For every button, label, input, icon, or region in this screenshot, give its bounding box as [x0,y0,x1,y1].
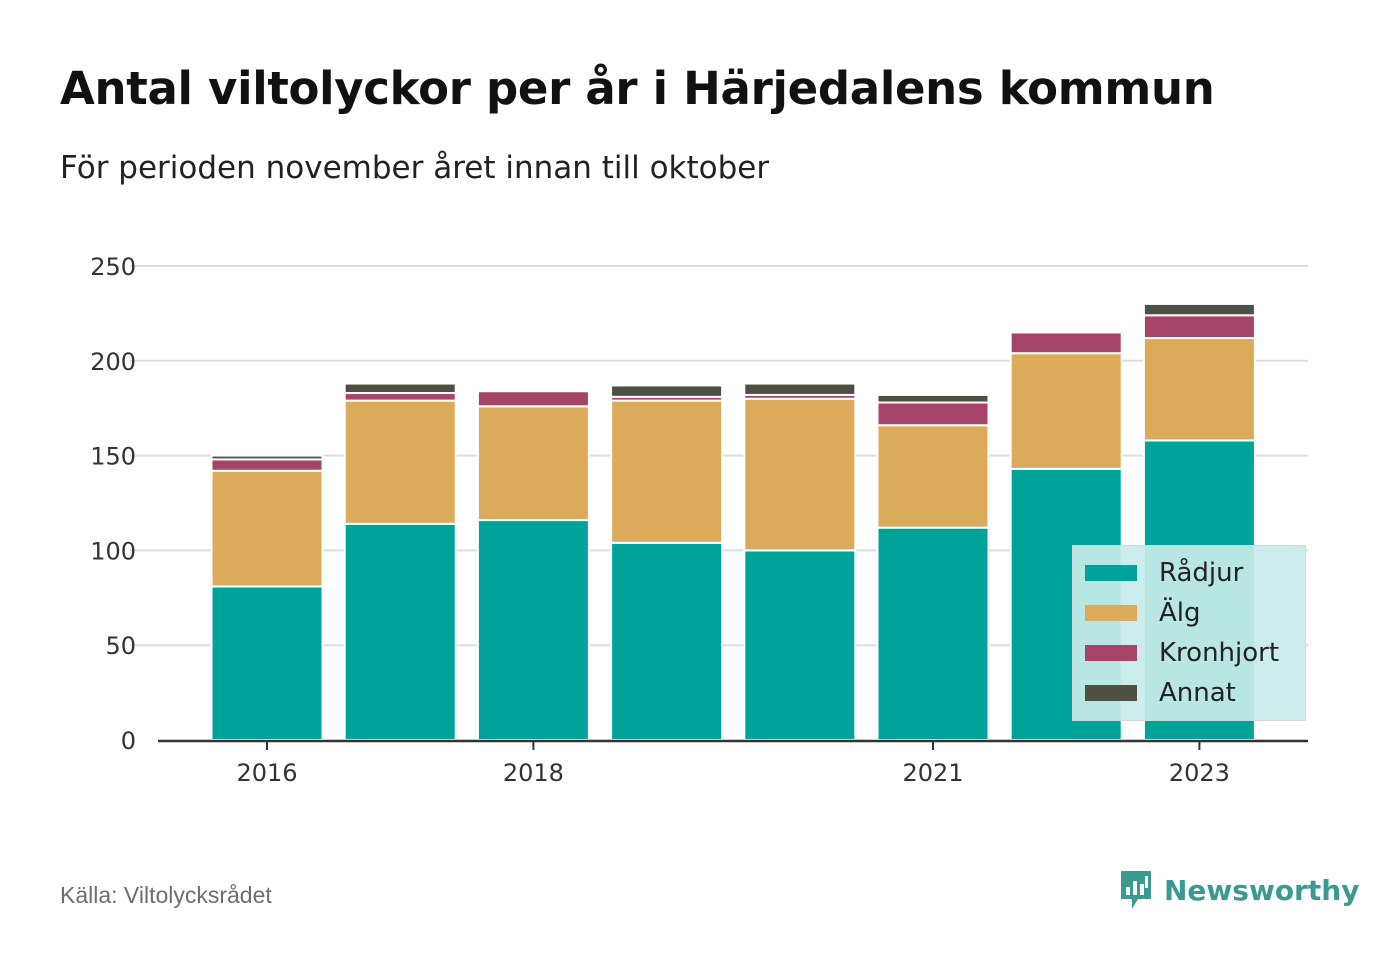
y-tick-label: 150 [90,443,136,471]
bar-segment-kronhjort[interactable] [343,392,457,402]
chart-subtitle: För perioden november året innan till ok… [60,150,770,186]
bar-stack-2017[interactable] [343,382,457,742]
bar-segment-kronhjort[interactable] [876,401,990,427]
bar-segment-annat[interactable] [876,393,990,404]
x-axis-ticks: 2016 2018 2021 2023 [236,741,1230,787]
x-tick-label: 2018 [503,759,564,787]
bar-segment-radjur[interactable] [476,519,590,742]
bar-stack-2019[interactable] [610,384,724,741]
bar-segment-alg[interactable] [476,405,590,522]
bar-segment-radjur[interactable] [876,526,990,742]
bar-segment-alg[interactable] [610,399,724,544]
legend-item-radjur[interactable]: Rådjur [1085,558,1243,588]
legend-swatch-annat [1085,685,1137,701]
bar-stack-2020[interactable] [743,382,857,742]
legend-swatch-alg [1085,605,1137,621]
x-tick-label: 2023 [1169,759,1230,787]
bar-segment-annat[interactable] [343,382,457,395]
legend-label: Kronhjort [1159,638,1280,668]
y-tick-label: 50 [105,632,136,660]
bar-segment-annat[interactable] [1142,302,1256,317]
bar-segment-alg[interactable] [743,397,857,552]
bar-segment-kronhjort[interactable] [1009,331,1123,355]
legend-item-alg[interactable]: Älg [1085,598,1201,628]
newsworthy-logo-icon [1121,871,1151,909]
bar-segment-alg[interactable] [876,424,990,529]
bars [210,302,1256,742]
x-tick-label: 2016 [236,759,297,787]
y-tick-label: 0 [121,727,136,755]
bar-segment-alg[interactable] [1142,337,1256,442]
bar-segment-radjur[interactable] [743,549,857,742]
bar-segment-alg[interactable] [343,399,457,525]
chart-title: Antal viltolyckor per år i Härjedalens k… [60,62,1215,115]
bar-segment-alg[interactable] [1009,352,1123,470]
legend-swatch-radjur [1085,565,1137,581]
legend-item-annat[interactable]: Annat [1085,678,1236,708]
bar-segment-annat[interactable] [1009,329,1123,334]
bar-segment-kronhjort[interactable] [210,458,324,472]
bar-segment-kronhjort[interactable] [476,390,590,408]
legend-item-kronhjort[interactable]: Kronhjort [1085,638,1279,668]
legend-label: Annat [1159,678,1236,708]
y-tick-label: 100 [90,537,136,565]
brand-logo[interactable]: Newsworthy [1118,868,1359,912]
y-tick-label: 200 [90,348,136,376]
legend-swatch-kronhjort [1085,645,1137,661]
legend-label: Rådjur [1159,558,1244,588]
y-tick-label: 250 [90,253,136,281]
bar-segment-radjur[interactable] [210,585,324,742]
x-tick-label: 2021 [902,759,963,787]
bar-stack-2021[interactable] [876,393,990,742]
legend-label: Älg [1159,598,1201,628]
source-note: Källa: Viltolycksrådet [60,882,272,908]
y-axis-ticks: 0 50 100 150 200 250 [90,253,136,755]
bar-segment-annat[interactable] [476,388,590,393]
bar-segment-radjur[interactable] [343,522,457,742]
bar-segment-radjur[interactable] [610,541,724,741]
bar-segment-annat[interactable] [610,384,724,398]
bar-segment-alg[interactable] [210,469,324,588]
bar-segment-annat[interactable] [210,454,324,461]
bar-segment-kronhjort[interactable] [1142,314,1256,340]
bar-stack-2016[interactable] [210,454,324,742]
bar-segment-annat[interactable] [743,382,857,396]
bar-stack-2018[interactable] [476,388,590,742]
chart-legend: Rådjur Älg Kronhjort Annat [1072,545,1306,721]
brand-name: Newsworthy [1164,873,1360,907]
